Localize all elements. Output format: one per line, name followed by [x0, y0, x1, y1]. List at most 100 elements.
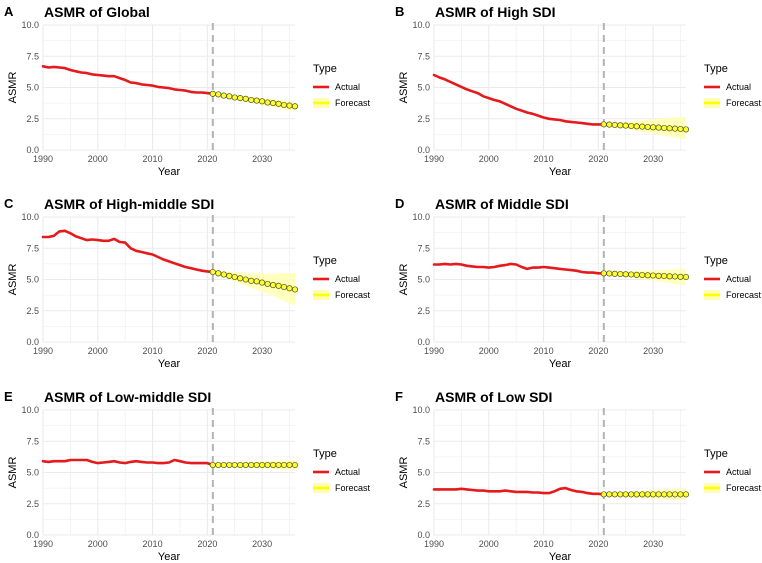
panel-e-legend-title: Type	[313, 448, 337, 460]
panel-d-forecast-point	[639, 271, 646, 279]
panel-f-xtick-label: 1990	[424, 539, 444, 549]
panel-e-forecast-point	[220, 461, 227, 469]
panel-e-ytick-label: 2.5	[26, 499, 39, 509]
panel-d-title: ASMR of Middle SDI	[435, 196, 569, 212]
panel-e-forecast-point	[286, 461, 293, 469]
panel-c-ytick-label: 0.0	[26, 337, 39, 347]
panel-c-forecast-point	[270, 282, 277, 289]
panel-d-ytick-label: 7.5	[417, 243, 430, 253]
panel-d-legend-label-actual: Actual	[726, 274, 751, 284]
panel-f-grid	[433, 409, 686, 536]
panel-c-forecast-point	[248, 277, 255, 284]
panel-d-ylabel: ASMR	[398, 264, 410, 296]
panel-a-xtick-label: 2020	[197, 154, 217, 164]
panel-f-legend-title: Type	[704, 448, 728, 460]
panel-f-xtick-label: 2030	[643, 539, 663, 549]
panel-f-forecast-point	[666, 491, 673, 498]
panel-c-xtick-label: 2010	[143, 346, 163, 356]
panel-d-forecast-point	[617, 270, 624, 278]
panel-f-forecast-point	[600, 491, 607, 498]
panel-e-forecast-point	[242, 461, 249, 469]
panel-d-xlabel: Year	[549, 358, 572, 370]
panel-a-xtick-label: 2000	[88, 154, 108, 164]
panel-a-ytick-label: 5.0	[26, 83, 39, 93]
panel-f-ytick-label: 5.0	[417, 468, 430, 478]
panel-f: F ASMR of Low SDI 0.0 2.5 5.0 7.5 10.0 1990 2000…	[395, 389, 762, 563]
panel-c-forecast-point	[286, 285, 293, 292]
panel-e-forecast-point	[215, 461, 222, 469]
panel-b-ytick-label: 5.0	[417, 83, 430, 93]
panel-e-legend-label-forecast: Forecast	[335, 483, 371, 493]
panel-f-forecast-point	[622, 491, 629, 498]
panel-b-legend-label-actual: Actual	[726, 82, 751, 92]
panel-e-actual-line	[41, 458, 215, 467]
panel-d-forecast-point	[655, 272, 662, 279]
panel-d-legend-title: Type	[704, 255, 728, 267]
panel-a-forecast-point	[286, 102, 293, 109]
panel-b-forecast-point	[622, 122, 629, 129]
panel-e-forecast-point	[270, 461, 277, 469]
panel-c-xtick-label: 2030	[252, 346, 272, 356]
panel-e-forecast-point	[248, 461, 255, 469]
panel-d-forecast-point	[628, 271, 635, 278]
panel-d-forecast-point	[606, 270, 613, 277]
panel-d-forecast-point	[671, 273, 679, 280]
panel-c-forecast-point	[280, 283, 288, 291]
panel-f-forecast-point	[661, 491, 668, 498]
panel-f-xlabel: Year	[549, 551, 572, 563]
panel-c-forecast-point	[209, 268, 216, 276]
panel-d-legend: Type Actual Forecast	[704, 255, 762, 300]
panel-c-ylabel: ASMR	[7, 264, 19, 296]
panel-b-forecast-point	[666, 125, 673, 132]
panel-e-forecast-point	[237, 461, 244, 469]
panel-a-forecast-point	[259, 98, 266, 105]
panel-c-xtick-label: 2020	[197, 346, 217, 356]
panel-a-letter: A	[4, 4, 14, 19]
panel-e-xtick-label: 2000	[88, 539, 108, 549]
panel-a-forecast-point	[242, 95, 249, 102]
panel-e-forecast-point	[264, 461, 271, 469]
panel-a-forecast-point	[226, 93, 233, 100]
panel-b-letter: B	[395, 4, 404, 19]
panel-b-forecast-point	[644, 123, 651, 131]
panel-b-title: ASMR of High SDI	[435, 4, 556, 20]
panel-c-letter: C	[4, 196, 14, 211]
panel-b-forecast-point	[661, 124, 668, 132]
panel-e-forecast-point	[291, 461, 299, 469]
panel-e-ytick-label: 5.0	[26, 468, 39, 478]
panel-e-ytick-label: 0.0	[26, 530, 39, 540]
panel-f-legend: Type Actual Forecast	[704, 448, 762, 493]
panel-a-xtick-label: 2010	[143, 154, 163, 164]
panel-c-forecast-point	[231, 273, 238, 281]
panel-a-grid	[42, 24, 295, 151]
panel-a-legend-title: Type	[313, 63, 337, 75]
panel-a-title: ASMR of Global	[44, 4, 150, 20]
panel-d-ytick-label: 0.0	[417, 337, 430, 347]
panel-c-ytick-label: 7.5	[26, 243, 39, 253]
panel-f-title: ASMR of Low SDI	[435, 389, 552, 405]
panel-b-xtick-label: 2030	[643, 154, 663, 164]
panel-e-letter: E	[4, 389, 13, 404]
panel-a-forecast-point	[237, 95, 244, 102]
panel-a-xtick-label: 2030	[252, 154, 272, 164]
panel-e-xtick-label: 2020	[197, 539, 217, 549]
panel-e-xtick-label: 1990	[33, 539, 53, 549]
panel-f-xtick-label: 2010	[534, 539, 554, 549]
panel-c-forecast-point	[226, 272, 233, 279]
panel-d-xtick-label: 2000	[479, 346, 499, 356]
panel-b-forecast-point	[671, 125, 679, 132]
panel-f-forecast-point	[644, 491, 651, 498]
panel-b-forecast-point	[633, 123, 640, 130]
panel-e-forecast-point	[275, 461, 282, 469]
panel-d: D ASMR of Middle SDI 0.0 2.5 5.0 7.5 10.0 1990 2…	[395, 196, 762, 370]
panel-a-legend-label-forecast: Forecast	[335, 98, 371, 108]
panel-b-legend-label-forecast: Forecast	[726, 98, 762, 108]
panel-a-forecast-point	[264, 99, 271, 106]
panel-a-forecast-point	[215, 91, 222, 98]
panel-d-forecast-point	[682, 273, 690, 281]
panel-e-grid	[42, 409, 295, 536]
panel-d-xtick-label: 2020	[588, 346, 608, 356]
panel-f-actual-line	[432, 486, 606, 496]
panel-f-letter: F	[395, 389, 403, 404]
panel-e: E ASMR of Low-middle SDI 0.0 2.5 5.0 7.5 10.0 1…	[4, 389, 371, 563]
